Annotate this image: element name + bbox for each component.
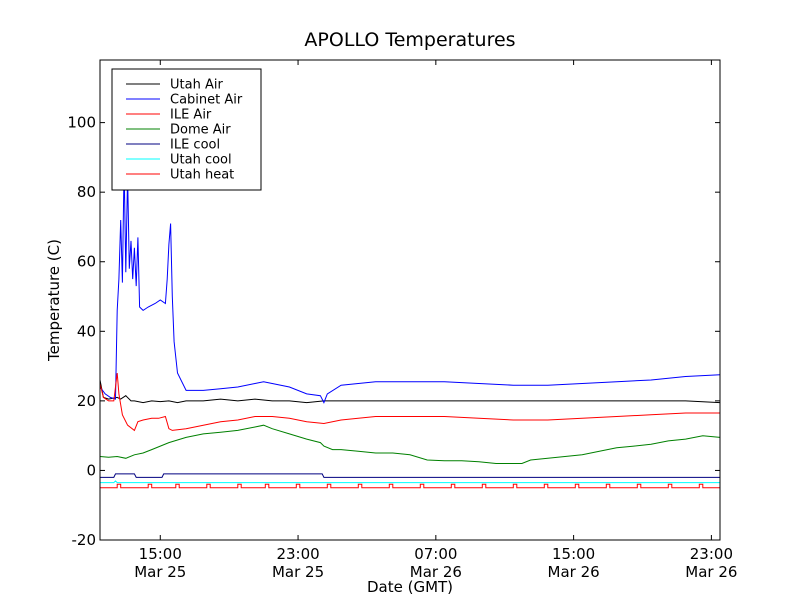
y-axis-ticks: -20 0 20 40 60 80 100 xyxy=(67,114,720,549)
x-tick-label-date: Mar 26 xyxy=(685,563,737,581)
x-tick-label-date: Mar 26 xyxy=(410,563,462,581)
y-axis-label: Temperature (C) xyxy=(45,239,63,362)
x-axis-label: Date (GMT) xyxy=(367,578,453,596)
plot-area-frame xyxy=(99,59,721,541)
series-line-ile-air xyxy=(100,372,720,432)
x-tick-label-time: 23:00 xyxy=(690,545,733,563)
series-line-utah-heat xyxy=(100,483,720,489)
x-tick-label-time: 07:00 xyxy=(414,545,457,563)
y-tick-label: 20 xyxy=(77,392,96,410)
legend-label: Utah cool xyxy=(170,153,232,168)
y-tick-label: 0 xyxy=(86,461,96,479)
legend-label: ILE cool xyxy=(170,138,220,153)
y-tick-label: 100 xyxy=(67,114,96,132)
y-tick-label: 60 xyxy=(77,253,96,271)
legend-label: Cabinet Air xyxy=(170,93,243,108)
y-tick-label: -20 xyxy=(72,531,97,549)
legend-label: Dome Air xyxy=(170,123,231,138)
chart-title: APOLLO Temperatures xyxy=(304,29,515,51)
series-line-utah-cool xyxy=(100,480,720,484)
x-tick-label-time: 15:00 xyxy=(139,545,182,563)
series-line-cabinet-air xyxy=(100,164,720,404)
x-tick-label-date: Mar 25 xyxy=(272,563,324,581)
legend-label: ILE Air xyxy=(170,108,212,123)
series-line-utah-air xyxy=(100,379,720,404)
x-tick-label-time: 15:00 xyxy=(552,545,595,563)
series-line-dome-air xyxy=(100,424,720,464)
series-layer xyxy=(100,164,720,489)
x-tick-label-date: Mar 25 xyxy=(134,563,186,581)
y-tick-label: 40 xyxy=(77,322,96,340)
series-line-ile-cool xyxy=(100,473,720,478)
y-tick-label: 80 xyxy=(77,183,96,201)
legend-label: Utah heat xyxy=(170,168,234,183)
x-tick-label-date: Mar 26 xyxy=(548,563,600,581)
x-tick-label-time: 23:00 xyxy=(276,545,319,563)
legend-label: Utah Air xyxy=(170,78,223,93)
